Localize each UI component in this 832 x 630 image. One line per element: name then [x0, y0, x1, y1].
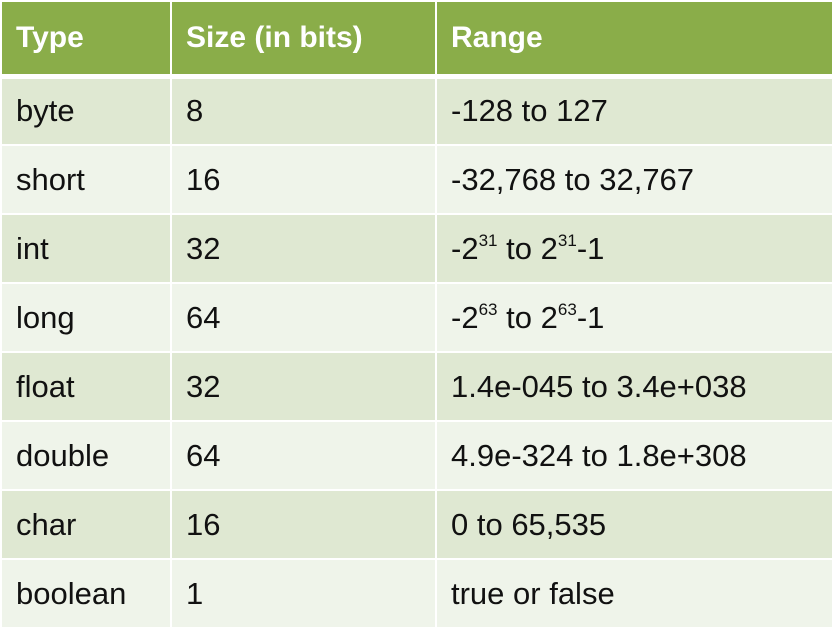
type-cell: long	[0, 282, 172, 353]
table-row: int 32 -231 to 231-1	[0, 213, 832, 284]
range-cell: 4.9e-324 to 1.8e+308	[435, 420, 832, 491]
table-row: short 16 -32,768 to 32,767	[0, 144, 832, 215]
range-exponent: 31	[478, 230, 498, 250]
type-cell: byte	[0, 75, 172, 146]
range-cell: true or false	[435, 558, 832, 629]
range-text: 0 to 65,535	[451, 506, 607, 542]
range-text: to 2	[497, 230, 558, 266]
size-cell: 64	[170, 282, 437, 353]
range-exponent: 31	[557, 230, 577, 250]
range-cell: -128 to 127	[435, 75, 832, 146]
size-cell: 32	[170, 351, 437, 422]
type-cell: char	[0, 489, 172, 560]
table-body: byte 8 -128 to 127 short 16 -32,768 to 32,767…	[0, 75, 832, 629]
range-exponent: 63	[478, 299, 498, 319]
header-type: Type	[0, 0, 172, 79]
table-row: float 32 1.4e-045 to 3.4e+038	[0, 351, 832, 422]
range-text: 4.9e-324 to 1.8e+308	[451, 437, 747, 473]
range-text: -32,768 to 32,767	[451, 161, 695, 197]
header-row: Type Size (in bits) Range	[0, 0, 832, 79]
size-cell: 64	[170, 420, 437, 491]
range-cell: -32,768 to 32,767	[435, 144, 832, 215]
size-cell: 1	[170, 558, 437, 629]
type-cell: double	[0, 420, 172, 491]
table-header: Type Size (in bits) Range	[0, 0, 832, 79]
range-cell: 1.4e-045 to 3.4e+038	[435, 351, 832, 422]
range-text: -128 to 127	[451, 93, 608, 129]
range-text: true or false	[451, 575, 615, 611]
type-cell: boolean	[0, 558, 172, 629]
header-range: Range	[435, 0, 832, 79]
range-text: 1.4e-045 to 3.4e+038	[451, 368, 747, 404]
range-cell: -263 to 263-1	[435, 282, 832, 353]
range-text: -2	[451, 230, 479, 266]
range-text: -1	[576, 299, 605, 335]
size-cell: 16	[170, 144, 437, 215]
table-row: char 16 0 to 65,535	[0, 489, 832, 560]
range-cell: -231 to 231-1	[435, 213, 832, 284]
range-text: to 2	[497, 299, 558, 335]
size-cell: 8	[170, 75, 437, 146]
table-row: byte 8 -128 to 127	[0, 75, 832, 146]
range-cell: 0 to 65,535	[435, 489, 832, 560]
table-row: long 64 -263 to 263-1	[0, 282, 832, 353]
header-size: Size (in bits)	[170, 0, 437, 79]
type-cell: float	[0, 351, 172, 422]
type-cell: int	[0, 213, 172, 284]
range-text: -2	[451, 299, 479, 335]
table-row: boolean 1 true or false	[0, 558, 832, 629]
size-cell: 32	[170, 213, 437, 284]
range-exponent: 63	[557, 299, 577, 319]
size-cell: 16	[170, 489, 437, 560]
table-row: double 64 4.9e-324 to 1.8e+308	[0, 420, 832, 491]
type-cell: short	[0, 144, 172, 215]
range-text: -1	[576, 230, 605, 266]
